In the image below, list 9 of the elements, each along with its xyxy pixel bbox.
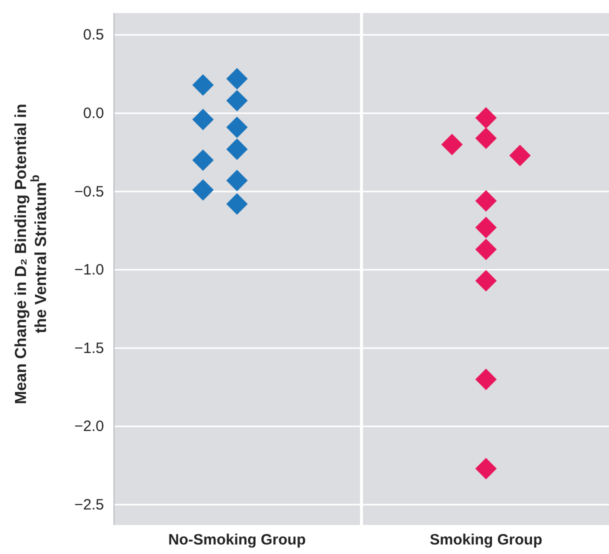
x-tick-label: Smoking Group bbox=[430, 532, 542, 549]
y-tick-label: −2.0 bbox=[74, 418, 104, 436]
y-tick-label: −2.5 bbox=[74, 496, 104, 514]
y-tick-label: −0.5 bbox=[74, 183, 104, 200]
y-tick-label: 0.0 bbox=[83, 105, 104, 122]
y-tick-label: −1.0 bbox=[74, 262, 104, 279]
y-tick-label: −1.5 bbox=[74, 340, 104, 357]
y-tick-label: 0.5 bbox=[83, 26, 104, 44]
x-tick-label: No-Smoking Group bbox=[168, 532, 306, 549]
